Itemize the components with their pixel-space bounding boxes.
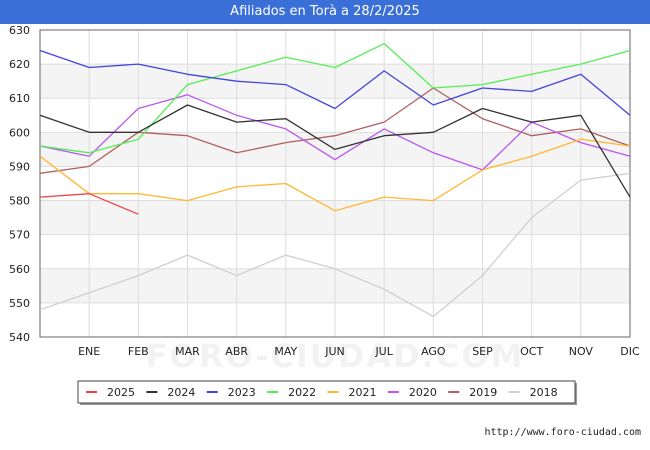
legend-label-2020: 2020 xyxy=(409,386,437,399)
y-tick-label: 630 xyxy=(9,24,30,37)
y-tick-label: 540 xyxy=(9,331,30,344)
plot-border xyxy=(39,29,631,338)
series-line-2022 xyxy=(39,42,631,154)
series-line-2023 xyxy=(39,49,631,116)
x-tick-label: ENE xyxy=(78,345,100,358)
legend-label-2018: 2018 xyxy=(530,386,558,399)
x-tick-label: AGO xyxy=(421,345,446,358)
y-tick-label: 550 xyxy=(9,297,30,310)
x-tick-label: MAY xyxy=(274,345,297,358)
legend-label-2021: 2021 xyxy=(349,386,377,399)
legend-label-2023: 2023 xyxy=(228,386,256,399)
watermark: FORO-CIUDAD.COM xyxy=(146,337,525,375)
x-tick-label: JUL xyxy=(374,345,393,358)
y-tick-label: 620 xyxy=(9,58,30,71)
y-tick-label: 580 xyxy=(9,195,30,208)
legend-label-2025: 2025 xyxy=(107,386,135,399)
y-tick-label: 610 xyxy=(9,92,30,105)
x-tick-label: OCT xyxy=(520,345,543,358)
y-tick-label: 570 xyxy=(9,229,30,242)
footer-url[interactable]: http://www.foro-ciudad.com xyxy=(484,427,641,438)
x-tick-label: MAR xyxy=(175,345,200,358)
legend-label-2022: 2022 xyxy=(288,386,316,399)
x-tick-label: FEB xyxy=(128,345,149,358)
series-line-2025 xyxy=(39,193,139,215)
y-tick-label: 600 xyxy=(9,126,30,139)
chart-title: Afiliados en Torà a 28/2/2025 xyxy=(0,0,650,24)
series-line-2024 xyxy=(39,104,631,198)
legend-label-2019: 2019 xyxy=(469,386,497,399)
y-tick-label: 560 xyxy=(9,263,30,276)
x-tick-label: JUN xyxy=(324,345,345,358)
x-tick-label: NOV xyxy=(569,345,594,358)
series-line-2018 xyxy=(39,172,631,318)
y-tick-label: 590 xyxy=(9,160,30,173)
x-tick-label: ABR xyxy=(225,345,248,358)
x-tick-label: SEP xyxy=(472,345,493,358)
x-tick-label: DIC xyxy=(620,345,640,358)
legend-label-2024: 2024 xyxy=(167,386,195,399)
series-line-2021 xyxy=(39,138,631,212)
legend xyxy=(77,380,576,404)
